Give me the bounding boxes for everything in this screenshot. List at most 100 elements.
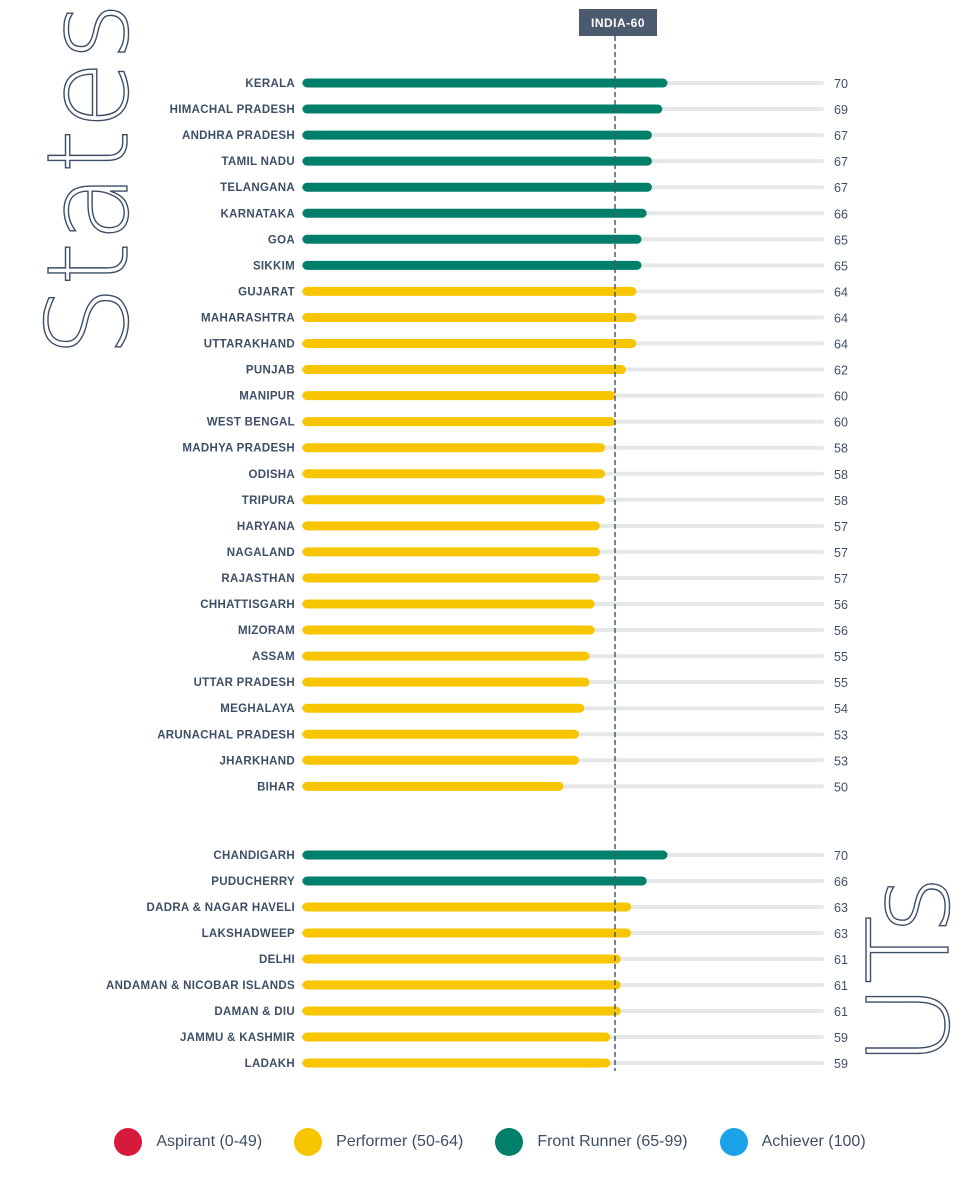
row-value-karnataka: 66 bbox=[834, 207, 848, 221]
row-label-ladakh: LADAKH bbox=[245, 1058, 295, 1070]
row-label-karnataka: KARNATAKA bbox=[221, 208, 295, 220]
legend-item-achiever: Achiever (100) bbox=[719, 1128, 866, 1156]
ut-row: ANDAMAN & NICOBAR ISLANDS 61 bbox=[106, 979, 848, 993]
row-label-assam: ASSAM bbox=[252, 651, 295, 663]
row-label-sikkim: SIKKIM bbox=[253, 260, 295, 272]
row-value-andaman-nicobar-islands: 61 bbox=[834, 979, 848, 993]
legend: Aspirant (0-49) Performer (50-64) Front … bbox=[0, 1124, 980, 1160]
row-label-tripura: TRIPURA bbox=[242, 495, 295, 507]
row-label-nagaland: NAGALAND bbox=[227, 547, 295, 559]
row-label-chhattisgarh: CHHATTISGARH bbox=[200, 599, 295, 611]
ut-row: LAKSHADWEEP 63 bbox=[202, 927, 848, 941]
state-row: MIZORAM 56 bbox=[238, 624, 848, 638]
state-row: GOA 65 bbox=[268, 233, 848, 247]
state-row: WEST BENGAL 60 bbox=[207, 416, 848, 430]
row-value-goa: 65 bbox=[834, 233, 848, 247]
state-row: HIMACHAL PRADESH 69 bbox=[170, 103, 848, 117]
row-value-ladakh: 59 bbox=[834, 1057, 848, 1071]
row-value-tamil-nadu: 67 bbox=[834, 155, 848, 169]
row-value-sikkim: 65 bbox=[834, 259, 848, 273]
state-row: NAGALAND 57 bbox=[227, 546, 848, 560]
row-label-west-bengal: WEST BENGAL bbox=[207, 417, 295, 429]
row-value-maharashtra: 64 bbox=[834, 311, 848, 325]
state-row: ARUNACHAL PRADESH 53 bbox=[157, 728, 848, 742]
row-label-jammu-kashmir: JAMMU & KASHMIR bbox=[180, 1032, 295, 1044]
row-value-himachal-pradesh: 69 bbox=[834, 103, 848, 117]
row-value-puducherry: 66 bbox=[834, 875, 848, 889]
row-value-rajasthan: 57 bbox=[834, 572, 848, 586]
state-row: JHARKHAND 53 bbox=[219, 754, 847, 768]
row-label-tamil-nadu: TAMIL NADU bbox=[222, 156, 295, 168]
row-label-uttar-pradesh: UTTAR PRADESH bbox=[194, 677, 295, 689]
row-label-uttarakhand: UTTARAKHAND bbox=[204, 339, 295, 351]
states-section-title: States bbox=[24, 2, 154, 357]
state-row: ASSAM 55 bbox=[252, 650, 848, 664]
legend-dot-aspirant bbox=[114, 1128, 143, 1156]
row-label-puducherry: PUDUCHERRY bbox=[211, 876, 295, 888]
row-value-dadra-nagar-haveli: 63 bbox=[834, 901, 848, 915]
row-label-mizoram: MIZORAM bbox=[238, 625, 295, 637]
row-value-jammu-kashmir: 59 bbox=[834, 1031, 848, 1045]
row-value-lakshadweep: 63 bbox=[834, 927, 848, 941]
row-value-daman-diu: 61 bbox=[834, 1005, 848, 1019]
row-value-uttarakhand: 64 bbox=[834, 338, 848, 352]
row-label-dadra-nagar-haveli: DADRA & NAGAR HAVELI bbox=[147, 902, 295, 914]
row-label-punjab: PUNJAB bbox=[246, 365, 295, 377]
row-value-manipur: 60 bbox=[834, 390, 848, 404]
state-row: ANDHRA PRADESH 67 bbox=[182, 129, 848, 143]
row-value-delhi: 61 bbox=[834, 953, 848, 967]
row-value-telangana: 67 bbox=[834, 181, 848, 195]
row-value-uttar-pradesh: 55 bbox=[834, 676, 848, 690]
row-label-andaman-nicobar-islands: ANDAMAN & NICOBAR ISLANDS bbox=[106, 980, 295, 992]
legend-item-aspirant: Aspirant (0-49) bbox=[114, 1128, 262, 1156]
state-row: MAHARASHTRA 64 bbox=[201, 311, 848, 325]
state-row: ODISHA 58 bbox=[248, 468, 847, 482]
row-label-himachal-pradesh: HIMACHAL PRADESH bbox=[170, 104, 295, 116]
row-value-haryana: 57 bbox=[834, 520, 848, 534]
row-value-assam: 55 bbox=[834, 650, 848, 664]
row-value-jharkhand: 53 bbox=[834, 754, 848, 768]
ut-row: LADAKH 59 bbox=[245, 1057, 848, 1071]
ut-row: DAMAN & DIU 61 bbox=[214, 1005, 848, 1019]
row-value-gujarat: 64 bbox=[834, 285, 848, 299]
row-value-tripura: 58 bbox=[834, 494, 848, 508]
row-value-andhra-pradesh: 67 bbox=[834, 129, 848, 143]
legend-item-performer: Performer (50-64) bbox=[294, 1128, 463, 1156]
row-label-manipur: MANIPUR bbox=[239, 391, 295, 403]
state-row: BIHAR 50 bbox=[257, 780, 848, 794]
india-reference: INDIA-60 bbox=[579, 9, 657, 1071]
state-row: CHHATTISGARH 56 bbox=[200, 598, 848, 612]
row-value-kerala: 70 bbox=[834, 77, 848, 91]
row-value-arunachal-pradesh: 53 bbox=[834, 728, 848, 742]
row-value-meghalaya: 54 bbox=[834, 702, 848, 716]
row-label-kerala: KERALA bbox=[245, 78, 295, 90]
state-row: TRIPURA 58 bbox=[242, 494, 848, 508]
ut-row: DELHI 61 bbox=[259, 953, 848, 967]
state-row: MANIPUR 60 bbox=[239, 390, 848, 404]
row-label-jharkhand: JHARKHAND bbox=[219, 755, 295, 767]
row-label-haryana: HARYANA bbox=[237, 521, 295, 533]
row-value-nagaland: 57 bbox=[834, 546, 848, 560]
state-row: GUJARAT 64 bbox=[238, 285, 848, 299]
row-value-punjab: 62 bbox=[834, 364, 848, 378]
row-value-chandigarh: 70 bbox=[834, 849, 848, 863]
india-reference-box bbox=[579, 9, 657, 36]
row-label-maharashtra: MAHARASHTRA bbox=[201, 312, 295, 324]
row-value-madhya-pradesh: 58 bbox=[834, 442, 848, 456]
legend-label-front-runner: Front Runner (65-99) bbox=[537, 1133, 688, 1150]
state-row: HARYANA 57 bbox=[237, 520, 848, 534]
state-row: KARNATAKA 66 bbox=[221, 207, 848, 221]
legend-dot-front-runner bbox=[495, 1128, 524, 1156]
state-row: PUNJAB 62 bbox=[246, 364, 848, 378]
row-value-odisha: 58 bbox=[834, 468, 848, 482]
india-reference-label: INDIA-60 bbox=[591, 16, 645, 30]
ut-row: JAMMU & KASHMIR 59 bbox=[180, 1031, 848, 1045]
row-label-odisha: ODISHA bbox=[248, 469, 295, 481]
ut-row: CHANDIGARH 70 bbox=[213, 849, 848, 863]
row-label-madhya-pradesh: MADHYA PRADESH bbox=[182, 443, 295, 455]
row-label-daman-diu: DAMAN & DIU bbox=[214, 1006, 295, 1018]
legend-dot-achiever bbox=[719, 1128, 748, 1156]
row-label-andhra-pradesh: ANDHRA PRADESH bbox=[182, 130, 295, 142]
legend-label-performer: Performer (50-64) bbox=[336, 1133, 464, 1150]
state-row: RAJASTHAN 57 bbox=[221, 572, 848, 586]
